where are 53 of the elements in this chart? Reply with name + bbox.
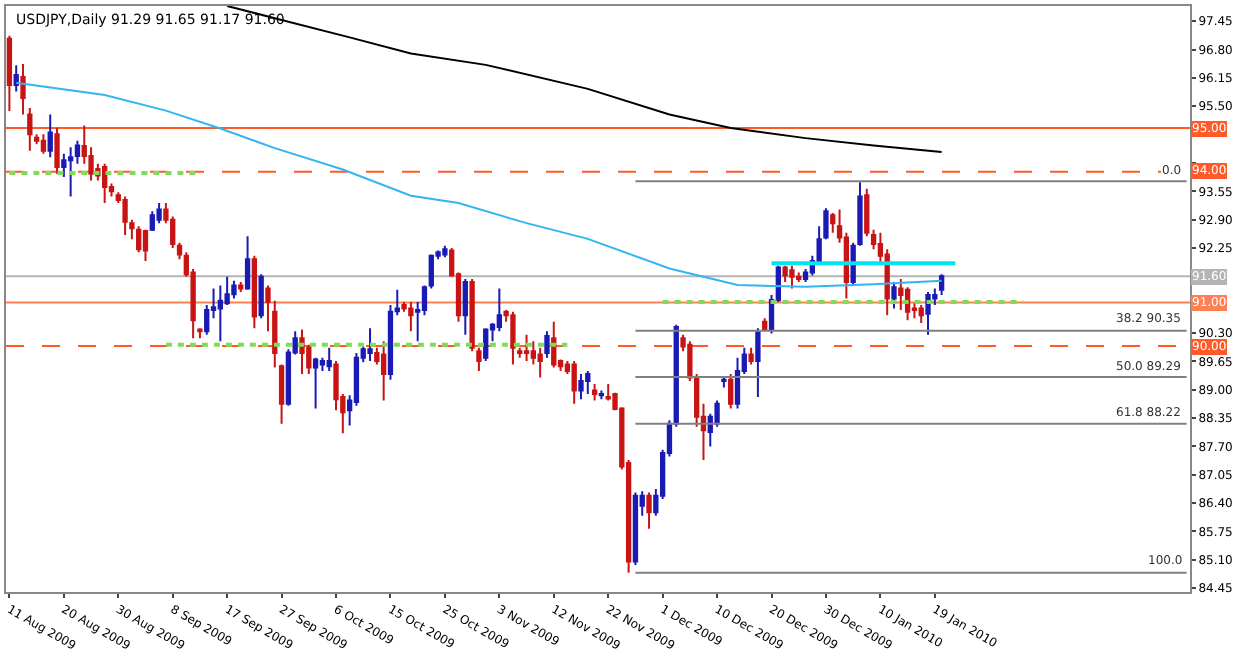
candlestick	[238, 281, 244, 294]
candlestick	[47, 113, 53, 159]
candlestick	[918, 304, 924, 324]
candlestick	[54, 126, 60, 175]
candlestick	[571, 359, 577, 405]
candlestick	[156, 202, 162, 225]
candlestick	[231, 279, 237, 300]
candlestick	[149, 210, 155, 232]
candlestick	[537, 346, 543, 379]
candlestick	[483, 327, 489, 362]
candlestick	[6, 34, 13, 113]
candlestick	[312, 356, 319, 410]
candlestick	[721, 376, 727, 389]
candlestick	[925, 291, 931, 336]
candlestick	[380, 340, 387, 402]
candlestick	[462, 277, 468, 336]
candlestick	[244, 235, 251, 291]
candlestick	[734, 356, 741, 410]
candlestick	[789, 264, 795, 290]
candlestick	[578, 373, 584, 401]
candlestick	[40, 133, 47, 155]
candlestick	[510, 310, 516, 366]
candlestick	[591, 383, 598, 402]
candlestick	[408, 301, 414, 333]
candlestick	[122, 195, 128, 236]
candlestick	[142, 228, 149, 263]
candlestick	[136, 225, 142, 254]
candlestick	[13, 64, 19, 93]
candlestick	[442, 244, 448, 259]
candlestick	[67, 146, 74, 198]
candlestick	[251, 254, 258, 330]
candlestick	[217, 284, 224, 343]
candlestick	[102, 162, 108, 205]
candlestick	[748, 346, 754, 366]
candlestick	[646, 491, 652, 530]
candlestick	[551, 320, 557, 369]
candlestick	[632, 491, 639, 566]
candlestick	[891, 281, 897, 310]
candlestick	[585, 369, 591, 396]
candlestick	[523, 333, 530, 362]
candlestick	[598, 389, 605, 401]
candlestick	[728, 373, 734, 410]
candlestick	[755, 327, 761, 399]
candlestick	[258, 273, 264, 320]
candlestick	[544, 330, 550, 359]
candlestick	[782, 264, 788, 283]
candlestick	[605, 383, 611, 402]
candlestick	[938, 273, 945, 297]
candlestick	[796, 271, 802, 283]
line-series	[15, 81, 943, 288]
candlestick	[367, 327, 373, 362]
candlestick	[326, 346, 332, 372]
candlestick	[496, 287, 502, 333]
